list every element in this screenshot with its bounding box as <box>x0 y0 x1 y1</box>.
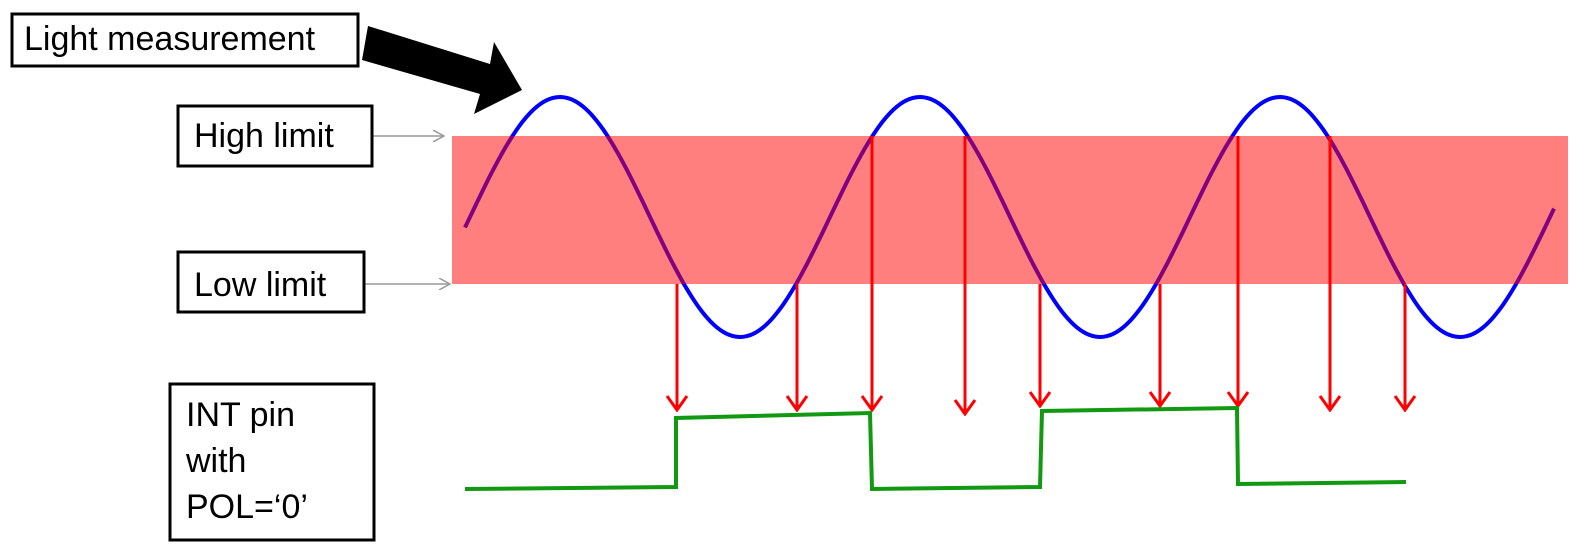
low-box <box>176 250 366 314</box>
light-box <box>10 12 360 68</box>
int-signal <box>464 405 1407 492</box>
high-label: High limit <box>194 117 334 155</box>
int-label: POL=‘0’ <box>186 488 308 526</box>
pointer-arrow <box>362 26 522 114</box>
int-label: with <box>185 442 246 480</box>
interrupt-arrows <box>677 136 1405 414</box>
int-box <box>168 382 376 542</box>
low-label: Low limit <box>194 266 327 304</box>
int-label: INT pin <box>186 396 295 434</box>
light-label: Light measurement <box>24 20 316 58</box>
high-box <box>176 104 374 168</box>
limit-band <box>452 136 1568 284</box>
